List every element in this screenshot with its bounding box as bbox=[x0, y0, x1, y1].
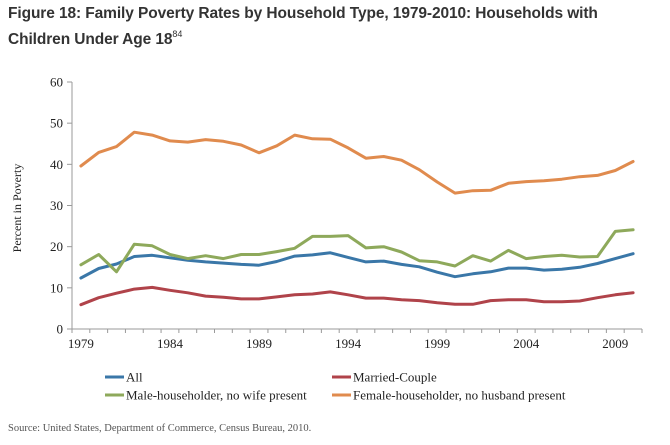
x-tick-label: 1984 bbox=[157, 336, 184, 351]
series-line bbox=[79, 251, 635, 280]
legend: All Married-Couple Male-householder, no wi… bbox=[105, 370, 566, 403]
y-axis-label: Percent in Poverty bbox=[10, 164, 24, 253]
legend-label: Married-Couple bbox=[353, 370, 437, 385]
y-tick-label: 20 bbox=[50, 239, 63, 254]
series-line bbox=[79, 285, 635, 307]
series-line bbox=[79, 228, 635, 274]
legend-label: Male-householder, no wife present bbox=[126, 388, 307, 403]
x-tick-label: 1989 bbox=[246, 336, 272, 351]
axes: 0 10 20 30 40 50 60 1979 1984 1989 1994 1999 2004 200… bbox=[50, 75, 643, 351]
series-line bbox=[79, 130, 635, 195]
footnote-marker: 84 bbox=[172, 29, 183, 39]
y-tick-label: 40 bbox=[50, 157, 63, 172]
series-lines bbox=[79, 130, 635, 307]
chart-title: Figure 18: Family Poverty Rates by House… bbox=[8, 4, 658, 50]
series-female-householder-no-husband-present bbox=[79, 130, 635, 195]
legend-item: Married-Couple bbox=[332, 370, 437, 385]
series-married-couple bbox=[79, 285, 635, 307]
y-tick-label: 50 bbox=[50, 116, 63, 131]
y-tick-label: 10 bbox=[50, 280, 63, 295]
y-tick-label: 60 bbox=[50, 75, 63, 90]
legend-item: Female-householder, no husband present bbox=[332, 388, 566, 403]
series-all bbox=[79, 251, 635, 280]
x-tick-label: 1994 bbox=[335, 336, 362, 351]
legend-item: Male-householder, no wife present bbox=[105, 388, 307, 403]
legend-item: All bbox=[105, 370, 143, 385]
y-tick-label: 30 bbox=[50, 198, 63, 213]
series-male-householder-no-wife-present bbox=[79, 228, 635, 274]
x-tick-label: 1979 bbox=[68, 336, 94, 351]
x-tick-label: 1999 bbox=[424, 336, 450, 351]
source-note: Source: United States, Department of Com… bbox=[8, 423, 312, 434]
chart-title-text: Figure 18: Family Poverty Rates by House… bbox=[8, 5, 598, 48]
legend-label: All bbox=[126, 370, 143, 385]
y-tick-label: 0 bbox=[57, 322, 64, 337]
x-tick-label: 2004 bbox=[513, 336, 540, 351]
legend-label: Female-householder, no husband present bbox=[353, 388, 566, 403]
x-tick-label: 2009 bbox=[602, 336, 628, 351]
